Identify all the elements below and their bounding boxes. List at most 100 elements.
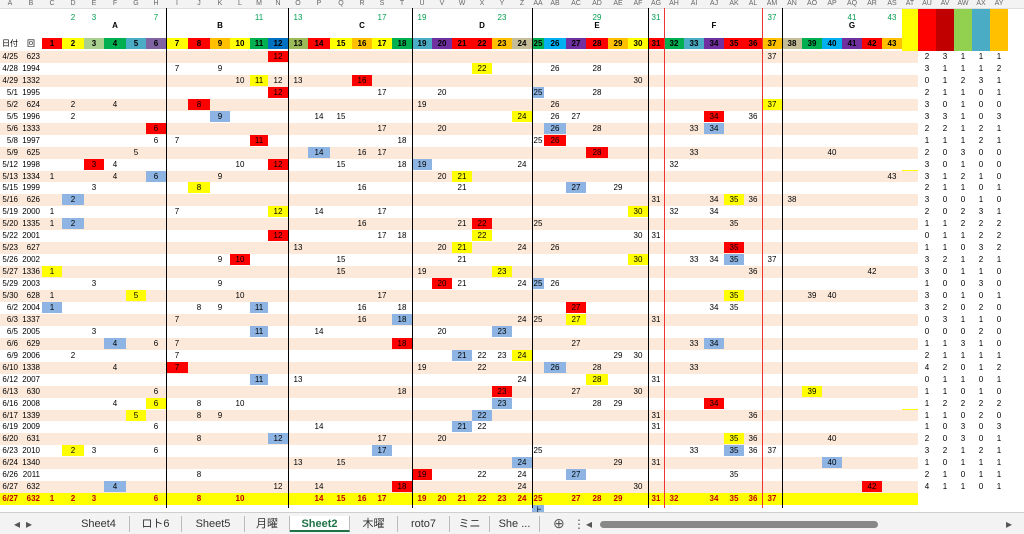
round-cell[interactable]: 629 (26, 338, 40, 348)
number-cell[interactable]: 1 (42, 266, 62, 278)
column-letter[interactable]: AG (650, 0, 662, 7)
number-cell[interactable]: 19 (417, 362, 427, 372)
number-cell[interactable]: 16 (357, 302, 367, 312)
round-cell[interactable]: 625 (26, 147, 40, 157)
summary-cell[interactable]: 1 (978, 338, 984, 348)
round-cell[interactable]: 1333 (22, 123, 40, 133)
number-cell[interactable]: 10 (235, 159, 245, 169)
round-cell[interactable]: 1334 (22, 171, 40, 181)
number-header[interactable]: 36 (744, 38, 762, 49)
summary-cell[interactable]: 2 (942, 446, 948, 456)
number-cell[interactable]: 16 (357, 147, 367, 157)
summary-cell[interactable]: 1 (978, 458, 984, 468)
number-cell[interactable]: 17 (377, 87, 387, 97)
number-header[interactable]: 34 (704, 38, 724, 49)
round-cell[interactable]: 632 (26, 482, 40, 492)
total-value[interactable]: 25 (533, 494, 543, 504)
date-cell[interactable]: 5/13 (2, 171, 18, 181)
summary-cell[interactable]: 2 (942, 362, 948, 372)
summary-cell[interactable]: 1 (942, 135, 948, 145)
prev-sheet-icon[interactable]: ◂ (14, 517, 21, 531)
number-cell[interactable]: 8 (188, 98, 210, 110)
total-value[interactable]: 36 (748, 494, 758, 504)
total-value[interactable]: 20 (437, 494, 447, 504)
summary-cell[interactable]: 3 (924, 255, 930, 265)
number-cell[interactable]: 20 (437, 434, 447, 444)
summary-cell[interactable]: 3 (960, 422, 966, 432)
number-cell[interactable]: 17 (377, 207, 387, 217)
top-number[interactable]: 43 (887, 13, 897, 22)
number-cell[interactable]: 15 (336, 267, 346, 277)
number-cell[interactable]: 2 (70, 99, 76, 109)
summary-cell[interactable]: 0 (942, 195, 948, 205)
number-header[interactable]: 42 (862, 38, 882, 49)
summary-cell[interactable]: 0 (978, 291, 984, 300)
summary-cell[interactable]: 0 (942, 207, 948, 217)
date-cell[interactable]: 6/26 (2, 470, 18, 480)
number-cell[interactable]: 12 (268, 206, 288, 218)
number-cell[interactable]: 14 (314, 422, 324, 432)
date-header[interactable]: 日付 (2, 39, 18, 48)
number-cell[interactable]: 35 (729, 302, 739, 312)
summary-cell[interactable]: 0 (996, 302, 1002, 312)
number-cell[interactable]: 12 (268, 51, 288, 62)
summary-cell[interactable]: 1 (960, 291, 966, 300)
summary-cell[interactable]: 1 (978, 362, 984, 372)
number-header[interactable]: 27 (566, 38, 586, 49)
date-cell[interactable]: 4/28 (2, 63, 18, 73)
number-cell[interactable]: 13 (293, 243, 303, 253)
number-cell[interactable]: 32 (669, 159, 679, 169)
column-letter[interactable]: AA (533, 0, 543, 7)
number-header[interactable]: 22 (472, 38, 492, 49)
round-cell[interactable]: 2008 (22, 398, 40, 408)
round-cell[interactable]: 2004 (22, 302, 40, 312)
summary-cell[interactable]: 0 (978, 99, 984, 109)
number-cell[interactable]: 8 (196, 470, 202, 480)
summary-cell[interactable]: 2 (978, 135, 984, 145)
number-cell[interactable]: 24 (512, 349, 532, 361)
number-cell[interactable]: 7 (174, 207, 180, 217)
number-cell[interactable]: 1 (49, 219, 55, 229)
summary-cell[interactable]: 3 (924, 267, 930, 277)
summary-cell[interactable]: 1 (924, 410, 930, 420)
number-cell[interactable]: 30 (633, 386, 643, 396)
column-letter[interactable]: AX (976, 0, 986, 7)
top-number[interactable]: 23 (497, 13, 507, 22)
number-cell[interactable]: 33 (689, 362, 699, 372)
round-cell[interactable]: 2009 (22, 422, 40, 432)
number-cell[interactable]: 30 (633, 350, 643, 360)
number-header[interactable]: 19 (412, 38, 432, 49)
group-label[interactable]: B (217, 21, 223, 30)
top-number[interactable]: 3 (91, 13, 97, 22)
number-cell[interactable]: 33 (689, 147, 699, 157)
summary-cell[interactable]: 2 (924, 470, 930, 480)
number-cell[interactable]: 31 (651, 410, 661, 420)
number-cell[interactable]: 3 (84, 158, 104, 170)
number-cell[interactable]: 8 (196, 398, 202, 408)
summary-cell[interactable]: 1 (960, 111, 966, 121)
number-cell[interactable]: 6 (153, 422, 159, 432)
round-cell[interactable]: 2002 (22, 255, 40, 265)
summary-cell[interactable]: 1 (978, 195, 984, 205)
total-value[interactable]: 31 (651, 494, 661, 504)
number-header[interactable]: 41 (842, 38, 862, 49)
number-cell[interactable]: 15 (336, 111, 346, 121)
number-cell[interactable]: 42 (867, 267, 877, 277)
number-cell[interactable]: 3 (91, 279, 97, 289)
summary-cell[interactable]: 2 (996, 63, 1002, 73)
summary-cell[interactable]: 3 (960, 338, 966, 348)
add-sheet-icon[interactable]: ⊕ (553, 515, 565, 531)
summary-cell[interactable]: 0 (996, 410, 1002, 420)
number-cell[interactable]: 4 (104, 481, 126, 493)
number-cell[interactable]: 24 (517, 159, 527, 169)
summary-cell[interactable]: 0 (960, 326, 966, 336)
top-number[interactable]: 17 (377, 13, 387, 22)
top-number[interactable]: 11 (254, 13, 264, 22)
scroll-left-icon[interactable]: ◂ (586, 517, 593, 531)
number-cell[interactable]: 13 (293, 374, 303, 384)
number-cell[interactable]: 7 (174, 135, 180, 145)
summary-cell[interactable]: 0 (942, 291, 948, 300)
number-cell[interactable]: 40 (822, 457, 842, 469)
column-letter[interactable]: X (479, 0, 485, 7)
summary-cell[interactable]: 1 (960, 99, 966, 109)
